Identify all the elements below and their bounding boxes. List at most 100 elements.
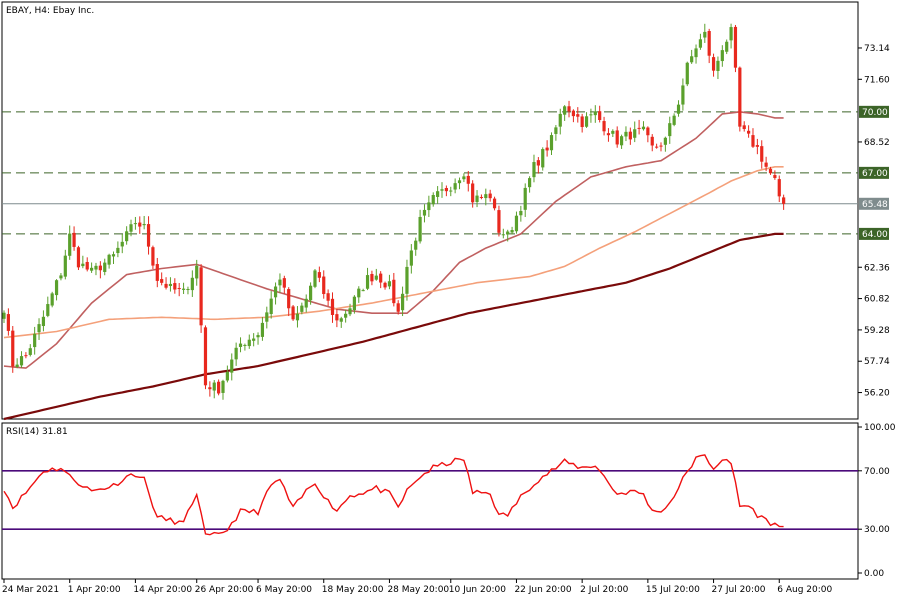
candle-body <box>94 265 98 270</box>
candle <box>484 188 488 206</box>
candle <box>282 275 286 294</box>
candle-body <box>125 231 129 242</box>
candle-body <box>584 116 589 127</box>
candle-body <box>497 210 501 233</box>
candle-body <box>729 27 733 41</box>
candle <box>668 116 672 144</box>
candle <box>694 44 698 64</box>
time-tick-label: 24 Mar 2021 <box>2 585 59 595</box>
candle <box>54 279 59 301</box>
candle-body <box>611 130 615 134</box>
candle-body <box>742 125 746 130</box>
candle <box>536 157 540 174</box>
time-tick-label: 2 Jul 20:00 <box>580 585 629 595</box>
level-price-label: 64.00 <box>862 230 888 240</box>
time-tick-label: 27 Jul 20:00 <box>712 585 766 595</box>
candle-body <box>694 48 698 58</box>
candle-body <box>633 129 637 138</box>
candle-body <box>646 127 650 136</box>
candle-body <box>409 250 413 266</box>
candle-body <box>698 39 703 48</box>
candle-body <box>418 216 422 242</box>
candle <box>615 126 619 148</box>
candle-body <box>72 232 76 247</box>
candle-body <box>326 293 330 301</box>
candle-body <box>725 41 729 52</box>
candle-body <box>436 191 440 197</box>
candle-body <box>440 189 444 191</box>
candle <box>492 196 497 211</box>
candle <box>453 178 457 194</box>
candle-body <box>549 135 554 151</box>
candle <box>94 262 98 276</box>
candle <box>383 281 387 290</box>
candle-body <box>492 198 497 209</box>
candle <box>208 381 212 397</box>
candle <box>449 186 453 197</box>
candle <box>151 245 155 270</box>
rsi-series <box>3 454 784 536</box>
current-price-box <box>859 197 889 210</box>
candle-body <box>146 224 151 247</box>
candle <box>76 245 81 271</box>
candle-body <box>76 247 81 268</box>
candle <box>107 253 111 269</box>
candle-body <box>217 381 221 394</box>
candle <box>291 305 295 321</box>
candle-body <box>571 110 575 117</box>
candle-body <box>287 289 291 309</box>
candle-body <box>177 288 181 290</box>
candle-body <box>120 241 124 247</box>
candle <box>655 143 659 149</box>
candle <box>545 140 549 157</box>
candle <box>50 291 54 308</box>
candle-body <box>444 187 448 192</box>
candle <box>479 194 484 200</box>
candle-body <box>747 130 751 134</box>
candle-body <box>396 303 400 312</box>
candle-body <box>619 136 624 146</box>
current-price-label: 65.48 <box>862 200 888 210</box>
candle <box>322 270 326 299</box>
candle-body <box>506 231 510 235</box>
candle <box>598 105 602 123</box>
candle-body <box>155 264 159 281</box>
candle <box>396 300 400 315</box>
price-tick-label: 68.52 <box>864 138 890 148</box>
candle <box>330 292 335 323</box>
candle <box>173 278 177 294</box>
candle-body <box>59 275 63 279</box>
candle <box>352 295 356 314</box>
candle <box>703 23 707 43</box>
time-tick-label: 1 Apr 20:00 <box>68 585 121 595</box>
candle-body <box>28 348 32 355</box>
candle <box>168 277 173 292</box>
candle-body <box>685 62 689 85</box>
time-tick-label: 22 Jun 20:00 <box>514 585 571 595</box>
candle <box>611 129 615 138</box>
candle <box>475 190 479 208</box>
candle <box>37 318 41 340</box>
candle-body <box>278 279 282 286</box>
candle <box>19 351 24 368</box>
price-tick-label: 62.36 <box>864 263 890 273</box>
level-price-box <box>859 166 889 179</box>
candle-body <box>602 121 606 132</box>
candle <box>24 352 28 359</box>
candle <box>295 306 300 328</box>
candle-body <box>208 387 212 390</box>
candle-body <box>295 313 300 321</box>
candle <box>747 125 751 138</box>
candle <box>584 112 589 128</box>
candle <box>457 177 462 190</box>
candle-body <box>41 316 46 327</box>
candle <box>81 255 85 269</box>
candle-body <box>593 111 597 116</box>
candle <box>361 288 365 292</box>
candle <box>650 134 654 152</box>
candle <box>269 291 273 319</box>
candle-body <box>764 162 768 167</box>
candle-body <box>488 193 492 199</box>
